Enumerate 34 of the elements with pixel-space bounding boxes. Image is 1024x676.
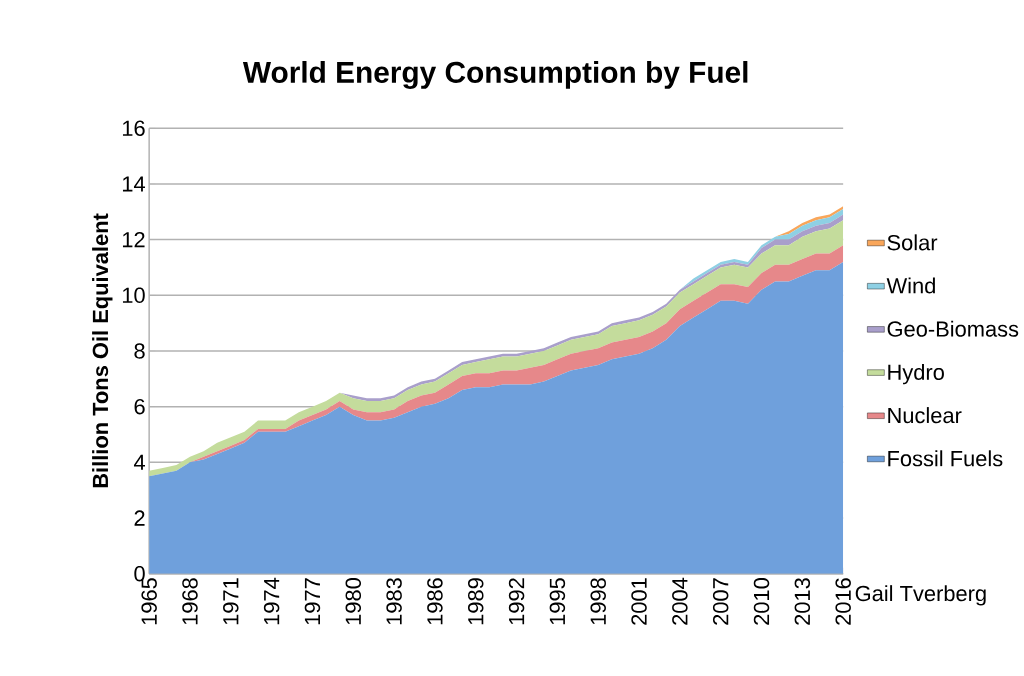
y-tick-label: 14 bbox=[122, 176, 145, 192]
x-tick-label: 1980 bbox=[345, 578, 362, 625]
x-tick-label: 1977 bbox=[304, 578, 321, 625]
legend-label: Geo-Biomass bbox=[887, 320, 1019, 337]
x-tick-label: 2004 bbox=[672, 577, 688, 625]
y-tick-label: 16 bbox=[122, 120, 145, 136]
x-tick-label: 2010 bbox=[753, 578, 770, 625]
x-tick-label: 2016 bbox=[835, 578, 851, 625]
x-tick-label: 2001 bbox=[631, 578, 647, 625]
legend-label: Nuclear bbox=[888, 407, 962, 424]
x-tick-label: 1971 bbox=[223, 578, 239, 625]
y-axis-title: Billion Tons Oil Equivalent bbox=[92, 213, 113, 488]
x-tick-label: 1974 bbox=[263, 577, 280, 625]
legend-label: Solar bbox=[887, 234, 938, 251]
legend-label: Hydro bbox=[888, 363, 944, 385]
legend-label: Fossil Fuels bbox=[888, 450, 1003, 467]
x-tick-label: 1968 bbox=[182, 578, 198, 625]
text: Gail Tverberg bbox=[855, 585, 986, 606]
x-tick-label: 2007 bbox=[712, 578, 729, 625]
x-tick-label: 1983 bbox=[386, 578, 402, 625]
chart-title: World Energy Consumption by Fuel bbox=[242, 60, 748, 89]
y-tick-label: 10 bbox=[122, 287, 145, 303]
y-tick-label: 12 bbox=[122, 231, 145, 248]
x-tick-label: 1998 bbox=[590, 578, 606, 625]
x-tick-label: 1992 bbox=[508, 578, 525, 625]
y-tick-label: 6 bbox=[134, 398, 145, 415]
y-tick-label: 2 bbox=[134, 510, 145, 526]
x-tick-label: 1986 bbox=[427, 578, 443, 625]
legend-label: Wind bbox=[886, 277, 935, 294]
x-tick-label: 1995 bbox=[549, 578, 566, 625]
y-tick-label: 8 bbox=[134, 343, 145, 359]
x-tick-label: 2013 bbox=[794, 578, 811, 625]
x-tick-label: 1989 bbox=[467, 578, 484, 625]
y-tick-label: 4 bbox=[133, 454, 145, 470]
